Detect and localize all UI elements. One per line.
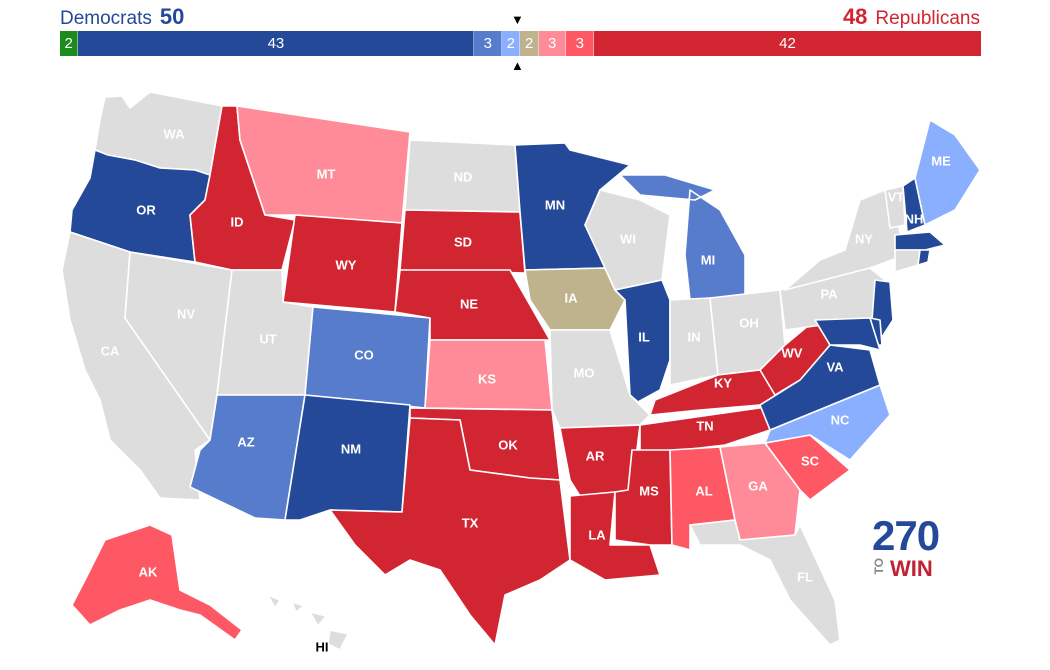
state-nm[interactable] [284,394,411,521]
state-mo[interactable] [549,329,651,429]
bar-segment: 43 [78,31,475,56]
state-in[interactable] [669,297,719,386]
bar-segment: 3 [538,31,567,56]
bar-segment: 2 [502,31,521,56]
state-hi[interactable] [267,594,349,651]
state-co[interactable] [304,306,431,409]
logo-win: WIN [890,556,933,581]
republicans-count: 48 [842,4,868,29]
logo-to: TO [872,558,886,575]
state-label-hi: HI [316,639,329,654]
state-wi[interactable] [584,189,671,291]
state-me[interactable] [914,119,981,226]
state-nd[interactable] [404,139,521,213]
democrats-label: Democrats [60,8,152,29]
state-ny[interactable] [784,187,906,291]
state-vt[interactable] [884,185,906,229]
state-ct[interactable] [894,249,921,273]
state-mt[interactable] [236,105,411,224]
state-ma[interactable] [894,231,946,251]
republicans-label: Republicans [875,8,980,29]
state-ri[interactable] [917,249,931,266]
bar-segment: 3 [474,31,503,56]
bar-segment: 2 [520,31,539,56]
state-fl[interactable] [689,519,841,646]
state-wy[interactable] [282,214,403,313]
democrats-count: 50 [159,4,185,29]
majority-marker-up-icon: ▲ [511,58,524,73]
state-il[interactable] [614,279,671,403]
state-sd[interactable] [399,209,526,274]
270towin-logo: 270 TO WIN [872,512,942,582]
state-tx[interactable] [329,417,571,646]
bar-segment: 2 [60,31,79,56]
republicans-total: 48 Republicans [843,4,980,30]
state-la[interactable] [569,491,661,581]
bar-segment: 3 [566,31,595,56]
state-md[interactable] [814,317,881,351]
seat-balance-bar: 2 43 3 2 2 3 3 42 [60,31,981,56]
state-ks[interactable] [424,339,553,411]
democrats-total: Democrats 50 [60,4,184,30]
majority-marker-down-icon: ▼ [511,12,524,27]
bar-segment: 42 [594,31,981,56]
state-ak[interactable] [71,524,243,641]
logo-number: 270 [872,512,940,559]
